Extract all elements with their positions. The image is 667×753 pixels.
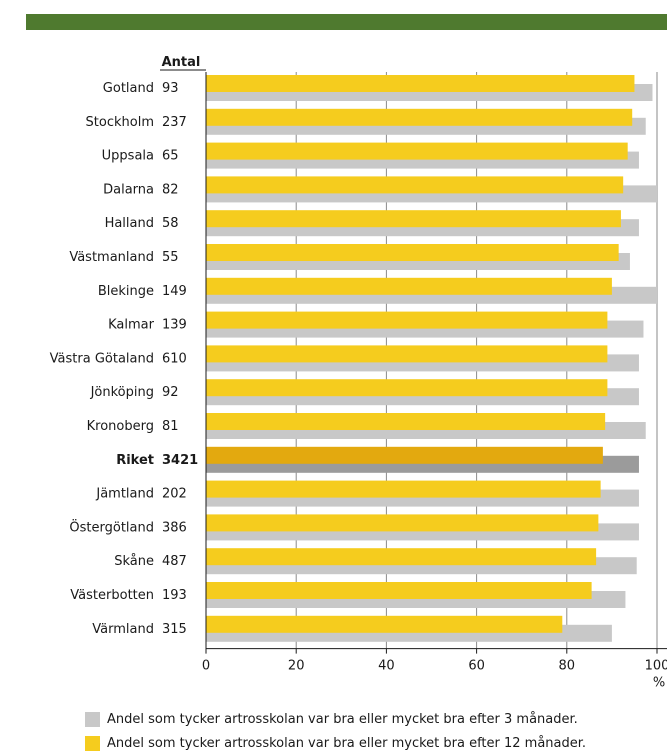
- legend-label-3-months: Andel som tycker artrosskolan var bra el…: [107, 712, 578, 727]
- bar-12-months: [206, 480, 601, 498]
- x-tick-label: 40: [378, 659, 395, 674]
- category-label: Gotland: [103, 81, 154, 96]
- count-label: 237: [162, 115, 187, 130]
- category-label: Kronoberg: [87, 419, 154, 434]
- count-label: 315: [162, 622, 187, 637]
- x-tick-label: 20: [288, 659, 305, 674]
- count-label: 139: [162, 318, 187, 333]
- legend-label-12-months: Andel som tycker artrosskolan var bra el…: [107, 736, 587, 751]
- count-label: 149: [162, 284, 187, 299]
- bar-12-months: [206, 514, 599, 532]
- bar-12-months: [206, 548, 597, 566]
- count-label: 65: [162, 149, 179, 164]
- header-bar: [26, 14, 667, 30]
- legend-swatch-3-months: [85, 712, 100, 727]
- count-label: 92: [162, 385, 179, 400]
- bar-12-months: [206, 379, 608, 397]
- count-label: 93: [162, 81, 179, 96]
- category-label: Uppsala: [102, 149, 154, 164]
- legend-item-3-months: Andel som tycker artrosskolan var bra el…: [85, 711, 667, 729]
- bar-12-months: [206, 210, 621, 228]
- count-header: Antal: [162, 55, 201, 70]
- count-label: 610: [162, 351, 187, 366]
- labels: Antal Gotland 93 Stockholm 237 Uppsala 65 Dalar…: [50, 55, 201, 637]
- count-label: 193: [162, 588, 187, 603]
- count-label: 55: [162, 250, 179, 265]
- bar-12-months: [206, 142, 628, 160]
- x-tick-label: 80: [559, 659, 576, 674]
- x-tick-label: 100: [645, 659, 667, 674]
- legend-swatch-12-months: [85, 736, 100, 751]
- bar-12-months: [206, 176, 624, 194]
- category-label: Blekinge: [98, 284, 154, 299]
- bar-12-months: [206, 277, 612, 295]
- count-label: 3421: [162, 453, 198, 468]
- bar-12-months: [206, 244, 619, 261]
- category-label: Riket: [116, 453, 154, 468]
- category-label: Kalmar: [108, 318, 155, 333]
- bar-12-months: [206, 345, 608, 363]
- axes: 0 20 40 60 80 100%: [160, 69, 667, 691]
- count-label: 386: [162, 520, 187, 535]
- category-label: Jämtland: [95, 487, 154, 502]
- bar-12-months: [206, 413, 606, 430]
- legend-item-12-months: Andel som tycker artrosskolan var bra el…: [85, 735, 667, 753]
- category-label: Skåne: [114, 554, 154, 569]
- bar-12-months: [206, 615, 563, 633]
- category-label: Östergötland: [69, 518, 154, 535]
- category-label: Jönköping: [90, 385, 154, 400]
- bars: [206, 75, 657, 642]
- x-tick-label: 60: [468, 659, 485, 674]
- count-label: 81: [162, 419, 179, 434]
- count-label: 82: [162, 182, 179, 197]
- bar-12-months: [206, 108, 633, 126]
- category-label: Västmanland: [69, 250, 154, 265]
- bar-12-months: [206, 75, 635, 92]
- category-label: Värmland: [92, 622, 154, 637]
- category-label: Halland: [105, 216, 154, 231]
- count-label: 487: [162, 554, 187, 569]
- bar-12-months: [206, 311, 608, 329]
- bar-12-months: [206, 582, 592, 599]
- count-label: 58: [162, 216, 179, 231]
- category-label: Dalarna: [103, 182, 154, 197]
- bar-12-months: [206, 446, 603, 464]
- x-unit-label: %: [653, 676, 665, 691]
- x-tick-label: 0: [202, 659, 210, 674]
- count-label: 202: [162, 487, 187, 502]
- category-label: Stockholm: [86, 115, 154, 130]
- category-label: Västra Götaland: [50, 351, 154, 366]
- category-label: Västerbotten: [70, 588, 154, 603]
- bar-chart: Antal Gotland 93 Stockholm 237 Uppsala 65 Dalar…: [50, 55, 667, 691]
